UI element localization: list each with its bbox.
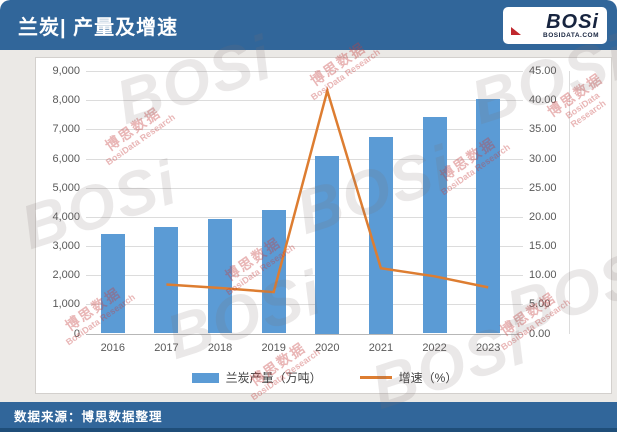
gridline (86, 246, 523, 247)
footer-bar: 数据来源：博思数据整理 (0, 402, 617, 432)
bar-2022 (422, 116, 447, 334)
gridline (86, 100, 523, 102)
bosi-logo-text: BOSi (546, 10, 599, 33)
y-axis-right-tick: 20.00 (529, 210, 557, 223)
bar-2019 (261, 210, 286, 334)
gridline (86, 187, 523, 189)
gridline (86, 333, 523, 335)
y-axis-right-tick: 10.00 (529, 269, 557, 282)
gridline (86, 71, 523, 72)
y-axis-left-tick: 1,000 (52, 298, 80, 311)
x-axis-label-2022: 2022 (422, 341, 447, 354)
bosi-logo-domain: BOSIDATA.COM (543, 31, 599, 39)
page-title: 兰炭| 产量及增速 (18, 17, 179, 39)
data-source-text: 数据来源：博思数据整理 (14, 409, 163, 424)
y-axis-right-tick: 35.00 (529, 123, 557, 136)
bar-2016 (100, 234, 125, 334)
y-axis-right-tick: 15.00 (529, 240, 557, 252)
x-axis-label-2018: 2018 (207, 341, 233, 354)
x-axis-label-2023: 2023 (475, 341, 501, 354)
footer-dark-strip (0, 428, 617, 432)
bosi-logo-red-accent-icon (511, 27, 521, 35)
line-series-swatch-icon (359, 376, 392, 379)
x-axis-label-2021: 2021 (368, 341, 394, 354)
chart-legend: 兰炭产量（万吨） 增速（%） (36, 369, 613, 386)
gridline (86, 275, 523, 277)
bar-2017 (154, 227, 179, 334)
legend-item-line: 增速（%） (359, 369, 458, 386)
legend-item-bar: 兰炭产量（万吨） (191, 369, 322, 386)
y-axis-left-tick: 3,000 (52, 240, 80, 252)
x-axis-label-2019: 2019 (261, 341, 286, 354)
bar-2021 (368, 136, 393, 334)
y-axis-right-tick: 40.00 (529, 94, 557, 107)
legend-label: 兰炭产量（万吨） (225, 371, 322, 385)
bar-2023 (476, 98, 501, 334)
y-axis-left-tick: 5,000 (52, 181, 80, 194)
y-axis-left-tick: 7,000 (52, 123, 80, 136)
y-axis-left-tick: 4,000 (52, 210, 80, 223)
gridline (86, 216, 523, 218)
gridline (86, 158, 523, 160)
y-axis-left-tick: 2,000 (52, 269, 80, 282)
x-axis-label-2020: 2020 (315, 341, 340, 354)
bar-2018 (208, 218, 233, 334)
gridline (86, 129, 523, 131)
y-axis-left-tick: 0 (73, 327, 80, 340)
y-axis-left-tick: 9,000 (52, 65, 80, 77)
y-axis-right-tick: 5.00 (529, 298, 551, 311)
y-axis-right-tick: 0.00 (529, 327, 551, 340)
bar-series-swatch-icon (191, 372, 219, 383)
growth-rate-line (166, 86, 489, 294)
header-bar: 兰炭| 产量及增速 BOSi BOSIDATA.COM (0, 0, 617, 50)
y-axis-right-tick: 45.00 (529, 65, 557, 77)
bosi-logo: BOSi BOSIDATA.COM (503, 7, 607, 44)
x-axis-label-2016: 2016 (100, 341, 126, 354)
footer-band: 数据来源：博思数据整理 (0, 402, 617, 428)
legend-label: 增速（%） (398, 371, 458, 385)
y-axis-right-tick: 30.00 (529, 152, 557, 165)
gridline (86, 304, 523, 306)
plot-right-border (569, 71, 570, 334)
x-axis-label-2017: 2017 (154, 341, 179, 354)
chart-panel: 0 0.00 1,000 5.00 2,000 10.00 3,000 15.00 4,000 2… (35, 57, 612, 394)
bar-2020 (315, 155, 340, 334)
y-axis-right-tick: 25.00 (529, 181, 557, 194)
y-axis-left-tick: 6,000 (52, 152, 80, 165)
y-axis-left-tick: 8,000 (52, 94, 80, 107)
